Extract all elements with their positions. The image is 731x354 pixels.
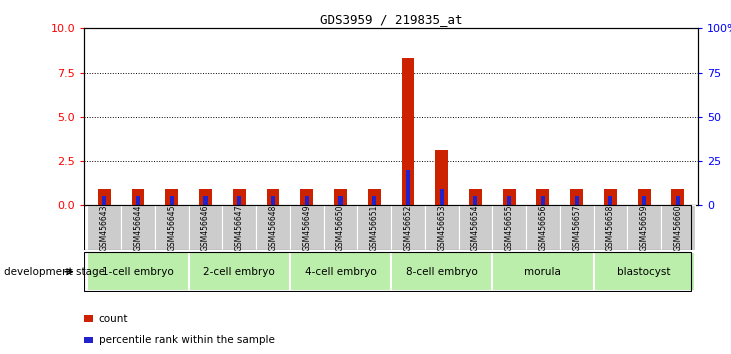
- Bar: [435, 150, 448, 205]
- Bar: [492, 252, 594, 291]
- Bar: [425, 205, 458, 250]
- Bar: [203, 196, 208, 205]
- Text: GSM456647: GSM456647: [235, 204, 243, 251]
- Text: development stage: development stage: [4, 267, 105, 277]
- Text: percentile rank within the sample: percentile rank within the sample: [99, 335, 275, 345]
- Bar: [406, 170, 410, 205]
- Bar: [338, 196, 343, 205]
- Bar: [256, 205, 290, 250]
- Text: GSM456660: GSM456660: [673, 204, 682, 251]
- Bar: [102, 196, 106, 205]
- Bar: [88, 205, 121, 250]
- Bar: [676, 196, 680, 205]
- Text: GSM456654: GSM456654: [471, 204, 480, 251]
- Bar: [526, 205, 560, 250]
- Bar: [155, 205, 189, 250]
- Bar: [324, 205, 357, 250]
- Bar: [661, 205, 694, 250]
- Text: GSM456657: GSM456657: [572, 204, 581, 251]
- Bar: [199, 189, 212, 205]
- Bar: [170, 196, 174, 205]
- Bar: [222, 205, 256, 250]
- Bar: [391, 252, 492, 291]
- Bar: [290, 252, 391, 291]
- Bar: [594, 252, 694, 291]
- Bar: [637, 189, 651, 205]
- Bar: [401, 58, 414, 205]
- Text: GSM456651: GSM456651: [370, 204, 379, 251]
- Bar: [290, 205, 324, 250]
- Bar: [604, 189, 617, 205]
- Bar: [357, 205, 391, 250]
- Text: GSM456655: GSM456655: [504, 204, 514, 251]
- Text: GSM456645: GSM456645: [167, 204, 176, 251]
- Bar: [458, 205, 492, 250]
- Bar: [537, 189, 549, 205]
- Text: 4-cell embryo: 4-cell embryo: [305, 267, 376, 277]
- Text: GSM456648: GSM456648: [268, 204, 278, 251]
- Bar: [474, 196, 477, 205]
- Bar: [372, 196, 376, 205]
- Text: GSM456643: GSM456643: [100, 204, 109, 251]
- Bar: [570, 189, 583, 205]
- Bar: [165, 189, 178, 205]
- Text: 8-cell embryo: 8-cell embryo: [406, 267, 477, 277]
- Text: 2-cell embryo: 2-cell embryo: [203, 267, 275, 277]
- Text: GSM456659: GSM456659: [640, 204, 648, 251]
- Bar: [575, 196, 579, 205]
- Text: blastocyst: blastocyst: [618, 267, 671, 277]
- Text: GSM456658: GSM456658: [606, 204, 615, 251]
- Bar: [189, 205, 222, 250]
- Bar: [300, 189, 313, 205]
- Text: morula: morula: [524, 267, 561, 277]
- Text: GSM456652: GSM456652: [404, 204, 412, 251]
- Text: count: count: [99, 314, 128, 324]
- Bar: [136, 196, 140, 205]
- Bar: [469, 189, 482, 205]
- Text: 1-cell embryo: 1-cell embryo: [102, 267, 174, 277]
- Text: GSM456644: GSM456644: [134, 204, 143, 251]
- Bar: [88, 252, 189, 291]
- Bar: [189, 252, 290, 291]
- Bar: [642, 196, 646, 205]
- Bar: [391, 205, 425, 250]
- Bar: [121, 205, 155, 250]
- Bar: [672, 189, 684, 205]
- Bar: [238, 196, 241, 205]
- Text: GSM456653: GSM456653: [437, 204, 446, 251]
- Bar: [98, 189, 110, 205]
- Bar: [305, 196, 308, 205]
- Bar: [233, 189, 246, 205]
- Bar: [627, 205, 661, 250]
- Text: GSM456649: GSM456649: [302, 204, 311, 251]
- Title: GDS3959 / 219835_at: GDS3959 / 219835_at: [320, 13, 462, 26]
- Text: GSM456656: GSM456656: [539, 204, 548, 251]
- Bar: [503, 189, 515, 205]
- Text: GSM456646: GSM456646: [201, 204, 210, 251]
- Text: GSM456650: GSM456650: [336, 204, 345, 251]
- Bar: [608, 196, 613, 205]
- Bar: [492, 205, 526, 250]
- Bar: [132, 189, 145, 205]
- Bar: [560, 205, 594, 250]
- Bar: [541, 196, 545, 205]
- Bar: [334, 189, 347, 205]
- Bar: [439, 189, 444, 205]
- Bar: [368, 189, 381, 205]
- Bar: [594, 205, 627, 250]
- Bar: [267, 189, 279, 205]
- Bar: [507, 196, 511, 205]
- Bar: [271, 196, 275, 205]
